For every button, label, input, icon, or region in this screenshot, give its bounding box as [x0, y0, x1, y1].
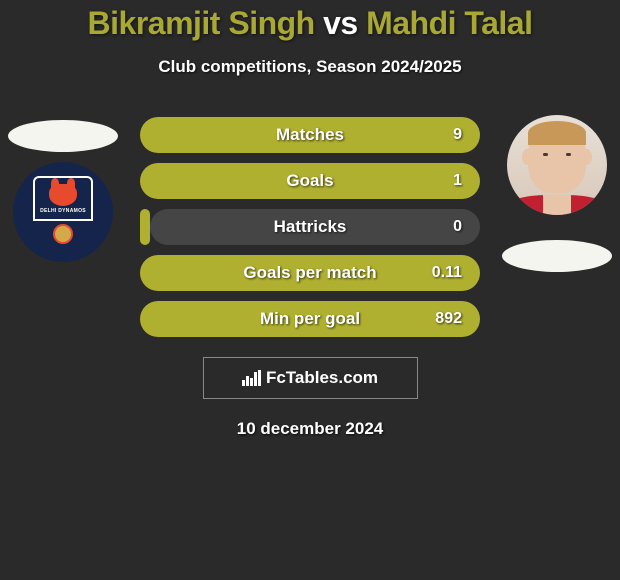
date: 10 december 2024 [0, 419, 620, 439]
comparison-title: Bikramjit Singh vs Mahdi Talal [0, 5, 620, 42]
brand-box[interactable]: FcTables.com [203, 357, 418, 399]
stat-label: Hattricks [140, 217, 480, 237]
stat-bar: Goals 1 [140, 163, 480, 199]
stat-value: 892 [435, 310, 462, 328]
stat-value: 0 [453, 218, 462, 236]
tiger-icon [49, 184, 77, 206]
player1-name: Bikramjit Singh [88, 5, 315, 41]
player-avatar [507, 115, 607, 215]
stat-bar: Hattricks 0 [140, 209, 480, 245]
brand-text: FcTables.com [266, 368, 378, 388]
badge-football-icon [53, 224, 73, 244]
right-player-column [502, 115, 612, 272]
player2-name: Mahdi Talal [366, 5, 532, 41]
stat-label: Matches [140, 125, 480, 145]
stat-value: 0.11 [432, 264, 462, 282]
left-name-plate [8, 120, 118, 152]
stat-label: Goals per match [140, 263, 480, 283]
stat-bar: Goals per match 0.11 [140, 255, 480, 291]
chart-icon [242, 370, 261, 386]
stat-label: Goals [140, 171, 480, 191]
left-player-column: DELHI DYNAMOS [8, 120, 118, 262]
stat-value: 9 [453, 126, 462, 144]
stat-bars: Matches 9 Goals 1 Hattricks 0 Goals per … [140, 117, 480, 337]
stat-bar: Matches 9 [140, 117, 480, 153]
club-name: DELHI DYNAMOS [35, 208, 91, 214]
stat-label: Min per goal [140, 309, 480, 329]
right-name-plate [502, 240, 612, 272]
club-badge: DELHI DYNAMOS [13, 162, 113, 262]
subtitle: Club competitions, Season 2024/2025 [0, 57, 620, 77]
vs-text: vs [323, 5, 358, 41]
stat-value: 1 [453, 172, 462, 190]
stat-bar: Min per goal 892 [140, 301, 480, 337]
